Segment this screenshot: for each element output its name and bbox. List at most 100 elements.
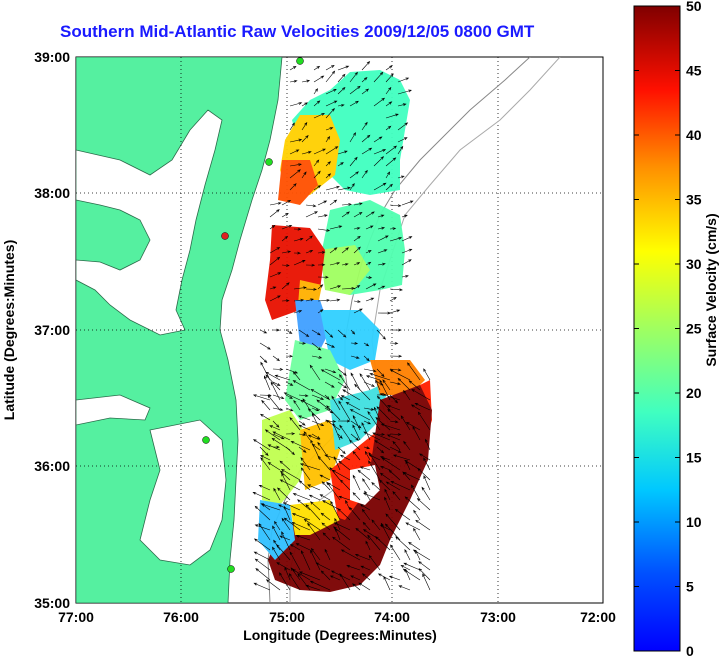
velocity-arrow (365, 261, 372, 266)
velocity-arrow (403, 389, 411, 401)
velocity-arrow (389, 446, 402, 453)
velocity-arrow (363, 342, 370, 347)
velocity-arrow (309, 501, 321, 511)
velocity-arrow (329, 298, 341, 302)
velocity-arrow (349, 100, 359, 107)
velocity-arrow (281, 250, 292, 254)
velocity-arrow (292, 493, 311, 501)
velocity-arrow (317, 298, 331, 302)
velocity-arrow (401, 259, 412, 266)
velocity-arrow (337, 433, 343, 439)
velocity-arrow (293, 251, 301, 255)
velocity-arrow (319, 494, 331, 501)
velocity-arrow (401, 214, 408, 218)
velocity-arrow (345, 499, 351, 511)
velocity-arrow (254, 558, 271, 571)
velocity-arrow (392, 491, 401, 501)
velocity-arrow (269, 425, 281, 431)
velocity-arrow (305, 211, 318, 218)
colorbar-tick-label: 5 (686, 579, 694, 595)
velocity-arrow (269, 272, 282, 278)
velocity-arrow (298, 420, 306, 426)
velocity-arrow (292, 371, 301, 381)
velocity-arrow (313, 113, 325, 119)
velocity-arrow (252, 491, 271, 501)
velocity-arrow (299, 463, 321, 471)
velocity-arrow (300, 550, 311, 571)
velocity-arrow (292, 380, 311, 391)
velocity-arrow (338, 495, 351, 501)
velocity-arrow (311, 420, 325, 426)
velocity-arrow (397, 377, 411, 391)
velocity-arrow (353, 246, 361, 254)
velocity-arrow (385, 65, 393, 71)
velocity-arrow (311, 412, 321, 431)
velocity-arrow (355, 527, 371, 541)
velocity-arrow (293, 227, 302, 231)
velocity-arrow (305, 204, 317, 208)
velocity-arrow (339, 424, 351, 441)
y-axis-label: Latitude (Degrees:Minutes) (1, 240, 17, 420)
velocity-arrow (365, 250, 372, 254)
velocity-arrow (301, 135, 309, 143)
velocity-arrow (293, 286, 307, 290)
velocity-arrow (307, 522, 321, 541)
velocity-arrow (341, 211, 350, 218)
velocity-arrow (363, 420, 372, 425)
velocity-arrow (276, 544, 291, 561)
velocity-arrow (361, 134, 371, 143)
velocity-arrow (376, 395, 391, 411)
velocity-arrow (369, 373, 391, 381)
station-marker (296, 57, 304, 65)
velocity-arrow (337, 381, 348, 389)
velocity-arrow (315, 562, 331, 571)
velocity-arrow (416, 498, 431, 511)
velocity-arrow (279, 470, 291, 481)
velocity-arrow (412, 426, 421, 441)
colorbar (633, 5, 681, 652)
velocity-arrow (367, 410, 381, 431)
velocity-arrow (272, 420, 280, 428)
velocity-arrow (363, 355, 370, 362)
velocity-arrow (298, 329, 310, 337)
x-tick-label: 73:00 (480, 609, 516, 625)
velocity-arrow (337, 394, 344, 401)
velocity-arrow (289, 66, 297, 71)
velocity-arrow (389, 420, 399, 424)
velocity-arrow (326, 481, 341, 501)
velocity-arrow (339, 374, 351, 391)
velocity-arrow (380, 423, 401, 431)
velocity-arrow (253, 551, 271, 561)
velocity-arrow (289, 79, 298, 83)
colorbar-tick-label: 10 (686, 514, 702, 530)
velocity-arrow (361, 60, 371, 71)
velocity-arrow (324, 329, 334, 338)
velocity-arrow (338, 460, 351, 471)
velocity-arrow (402, 472, 421, 481)
velocity-arrow (295, 534, 311, 541)
velocity-arrow (311, 342, 322, 351)
velocity-arrow (311, 407, 320, 412)
velocity-arrow (389, 204, 402, 208)
colorbar-tick-label: 20 (686, 385, 702, 401)
velocity-arrow (313, 100, 321, 107)
velocity-arrow (405, 422, 421, 431)
velocity-arrow (272, 407, 284, 411)
velocity-arrow (385, 86, 392, 95)
velocity-arrow (339, 573, 351, 591)
velocity-arrow (272, 381, 281, 386)
velocity-arrow (331, 469, 351, 481)
velocity-arrow (279, 535, 291, 541)
velocity-arrow (385, 513, 401, 531)
velocity-arrow (324, 368, 337, 374)
velocity-arrow (272, 525, 281, 541)
velocity-arrow (325, 88, 337, 95)
velocity-arrow (341, 287, 356, 290)
velocity-arrow (385, 113, 399, 119)
velocity-arrow (317, 251, 326, 254)
velocity-arrow (389, 381, 401, 386)
velocity-arrow (324, 342, 336, 348)
velocity-arrow (350, 575, 361, 581)
velocity-arrow (349, 156, 358, 167)
velocity-arrow (404, 459, 421, 471)
